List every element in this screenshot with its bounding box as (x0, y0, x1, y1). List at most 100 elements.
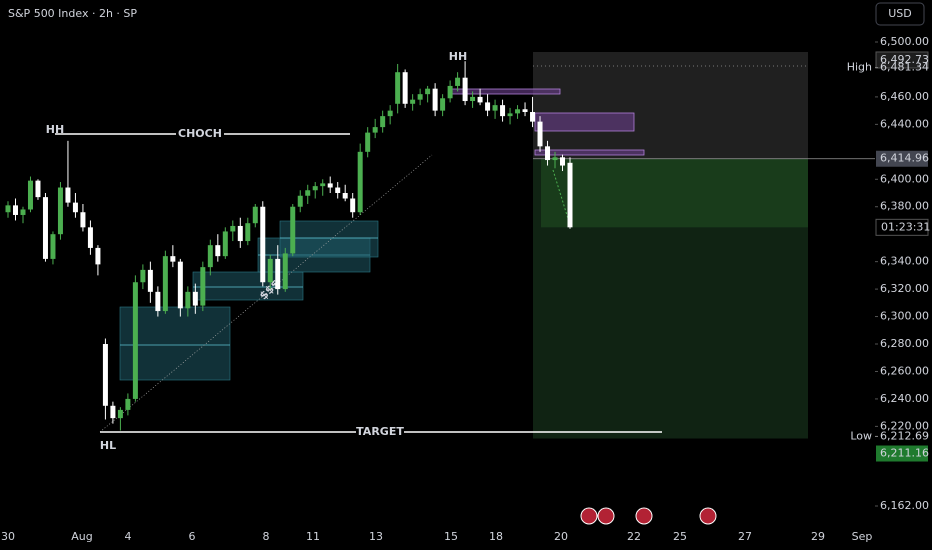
price-marker-label: 6,414.96 (880, 152, 929, 165)
price-marker-bg (876, 150, 928, 167)
y-tick-label: 6,162.00 (880, 499, 929, 512)
candle-body (485, 102, 491, 111)
candle-body (185, 291, 191, 309)
x-tick-label: 18 (489, 530, 503, 543)
candle-body (155, 291, 161, 312)
price-marker-name: Low (850, 429, 872, 442)
candle-body (470, 96, 476, 102)
candle-body (365, 132, 371, 152)
candle-body (530, 112, 536, 122)
flag[interactable] (597, 507, 615, 525)
chart-title: S&P 500 Index · 2h · SP (8, 7, 137, 20)
y-tick-label: 6,340.00 (880, 255, 929, 268)
candle-body (222, 231, 228, 257)
candle-body (177, 261, 183, 309)
candle-body (410, 99, 416, 104)
candle-body (35, 180, 41, 198)
currency-button[interactable] (875, 2, 925, 26)
order-block (119, 306, 231, 381)
candle-body (237, 225, 243, 242)
candle-body (87, 227, 93, 248)
candle-body (312, 186, 318, 191)
candle-body (140, 269, 146, 283)
candle-body (80, 212, 86, 228)
candle-body (455, 77, 461, 86)
candle-body (117, 409, 123, 419)
stop-zone (533, 51, 808, 159)
candle-body (275, 258, 281, 290)
candle-body (12, 205, 18, 215)
x-tick-label: 30 (1, 530, 15, 543)
y-tick-label: 6,440.00 (880, 117, 929, 130)
x-tick-label: Sep (852, 530, 873, 543)
candle-body (162, 256, 168, 312)
candle-body (545, 146, 551, 161)
candle-body (440, 98, 446, 111)
y-tick-label: 6,380.00 (880, 200, 929, 213)
candle-body (567, 162, 573, 228)
annotation: HL (100, 439, 116, 452)
price-marker-label: 6,211.16 (880, 447, 929, 460)
annotation: CHOCH (178, 127, 222, 140)
candle-body (350, 198, 356, 213)
candle-body (50, 234, 56, 259)
price-marker-name: High (847, 61, 872, 74)
countdown: 01:23:31 (881, 220, 930, 233)
candle-body (335, 187, 341, 194)
y-tick-label: 6,280.00 (880, 337, 929, 350)
candle-body (387, 110, 393, 117)
candle-body (110, 405, 116, 419)
countdown-bg (875, 218, 929, 236)
candle-body (395, 72, 401, 104)
supply-block (534, 112, 635, 132)
projection (552, 169, 571, 226)
candle-body (207, 245, 213, 268)
annotation: TARGET (356, 425, 404, 438)
candle-body (305, 190, 311, 196)
candle-body (402, 72, 408, 104)
x-tick-label: 22 (627, 530, 641, 543)
candle-body (522, 109, 528, 113)
candle-body (65, 187, 71, 203)
y-tick-label: 6,240.00 (880, 392, 929, 405)
candle-body (5, 205, 11, 213)
y-tick-label: 6,300.00 (880, 310, 929, 323)
x-tick-label: 27 (738, 530, 752, 543)
candle-body (492, 105, 498, 111)
candle-body (252, 206, 258, 224)
candle-body (192, 291, 198, 306)
candle-body (215, 245, 221, 257)
y-tick-label: 6,460.00 (880, 90, 929, 103)
candle-body (500, 105, 506, 117)
annotation: HH (449, 50, 467, 63)
flag[interactable] (699, 507, 717, 525)
candle-body (102, 344, 108, 406)
x-tick-label: 29 (811, 530, 825, 543)
y-tick-label: 6,320.00 (880, 282, 929, 295)
x-tick-label: 8 (263, 530, 270, 543)
candle-body (462, 77, 468, 102)
y-tick-label: 6,260.00 (880, 364, 929, 377)
candle-body (282, 253, 288, 290)
flag[interactable] (580, 507, 598, 525)
price-marker-bg (876, 445, 928, 462)
candle-body (20, 209, 26, 215)
currency[interactable]: USD (888, 7, 912, 20)
candle-body (170, 256, 176, 262)
candle-body (147, 269, 153, 292)
candle-body (200, 267, 206, 306)
annotation-bg (176, 127, 224, 141)
flag[interactable] (635, 507, 653, 525)
candle-body (72, 202, 78, 213)
candle-body (432, 88, 438, 111)
y-tick-label: 6,400.00 (880, 172, 929, 185)
annotation-bg (356, 425, 404, 439)
x-tick-label: 25 (673, 530, 687, 543)
trend-line (99, 154, 433, 433)
price-marker-label: 6,212.69 (880, 429, 929, 442)
open-pnl (541, 158, 808, 228)
order-block (279, 220, 379, 258)
supply-block (534, 149, 645, 156)
candle-body (477, 96, 483, 103)
